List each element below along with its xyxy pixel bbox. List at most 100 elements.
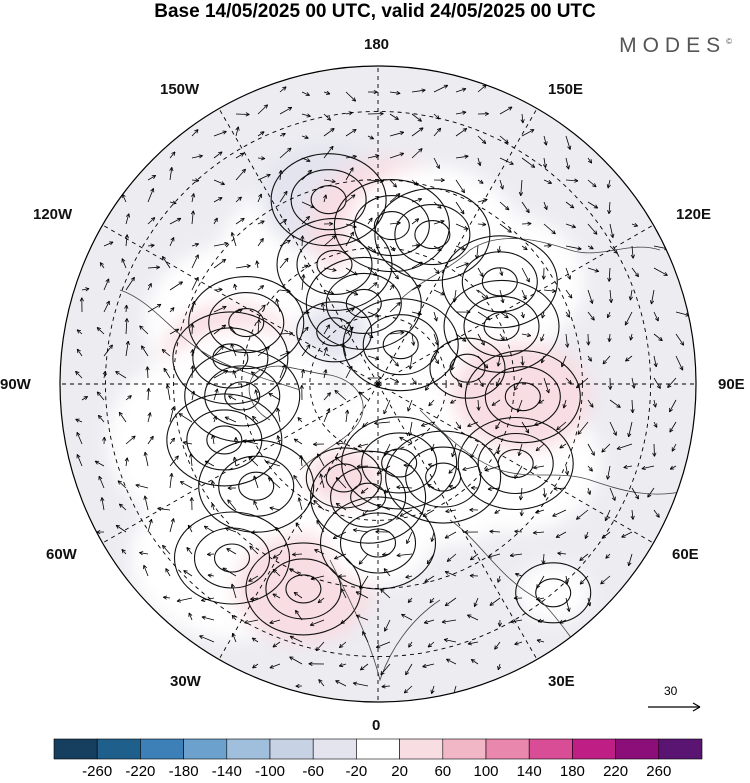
wind-arrow (401, 613, 413, 621)
wind-arrow (462, 465, 479, 471)
wind-arrow (406, 531, 413, 544)
wind-arrow (443, 638, 457, 643)
coastline (248, 365, 364, 471)
wind-arrow (295, 522, 303, 533)
wind-arrow (520, 311, 525, 319)
wind-arrow (76, 431, 83, 445)
anomaly-contour (441, 235, 558, 329)
anomaly-contour (461, 251, 538, 313)
wind-arrow (102, 370, 107, 379)
wind-arrow (451, 443, 457, 458)
wind-arrow (190, 323, 195, 335)
wind-arrow (147, 518, 153, 533)
wind-arrow (367, 135, 374, 140)
wind-arrow (335, 680, 347, 687)
wind-arrow (607, 267, 612, 282)
wind-arrow (565, 597, 571, 612)
colorbar-tick-label: 260 (646, 763, 672, 780)
wind-arrow (470, 443, 479, 459)
wind-arrow (542, 157, 548, 169)
anomaly-contour (188, 276, 305, 370)
wind-arrow (301, 344, 311, 357)
wind-arrow (445, 509, 457, 514)
wind-arrow (345, 223, 357, 229)
lon-label-150e: 150E (548, 81, 584, 98)
wind-arrow (521, 267, 530, 283)
wind-arrow (556, 421, 567, 431)
wind-arrow (191, 129, 199, 137)
wind-arrow (575, 377, 589, 389)
wind-arrow (474, 245, 480, 259)
wind-arrow (235, 308, 243, 313)
wind-arrow (169, 437, 175, 445)
wind-arrow (169, 200, 177, 205)
wind-arrow (157, 506, 171, 511)
lon-label-90e: 90E (718, 376, 745, 393)
wind-arrow (499, 289, 505, 304)
wind-arrow (564, 575, 569, 585)
anomaly-contour (504, 382, 541, 412)
wind-arrow (383, 487, 391, 494)
colorbar-tick-label: -220 (125, 763, 156, 780)
wind-arrow (433, 245, 442, 252)
wind-arrow (257, 346, 270, 357)
wind-arrow (374, 421, 391, 426)
wind-arrow (235, 264, 251, 269)
wind-arrow (213, 415, 218, 423)
lon-label-120e: 120E (676, 206, 712, 223)
wind-arrow (169, 473, 174, 489)
wind-arrow (235, 152, 245, 159)
wind-arrow (455, 377, 463, 388)
wind-arrow (380, 588, 391, 599)
lon-label-150w: 150W (160, 81, 200, 98)
wind-arrow (316, 520, 325, 533)
wind-arrow (652, 443, 657, 457)
wind-arrow (147, 175, 157, 181)
wind-arrow (383, 568, 391, 577)
wind-arrow (469, 507, 479, 512)
coastlines (119, 238, 691, 682)
wind-arrow (323, 90, 331, 95)
wind-arrow (446, 553, 457, 562)
anomaly-contour (238, 471, 275, 501)
anomaly-contour (484, 366, 561, 428)
wind-arrow (94, 460, 105, 467)
wind-arrow (428, 399, 435, 407)
wind-arrow (616, 443, 633, 450)
wind-arrow (411, 127, 424, 137)
wind-arrow (433, 333, 439, 346)
wind-arrow (433, 178, 445, 183)
wind-arrow (469, 573, 479, 578)
wind-arrow (323, 128, 335, 137)
wind-arrow (143, 451, 149, 467)
wind-arrow (510, 619, 523, 624)
wind-arrow (389, 245, 396, 252)
wind-arrow (536, 638, 545, 643)
wind-arrow (608, 289, 614, 303)
wind-arrow (301, 91, 310, 96)
anomaly-contour (374, 188, 491, 282)
wind-arrow (499, 333, 505, 341)
wind-arrow (517, 443, 523, 457)
wind-arrow (375, 641, 391, 649)
wind-arrow (335, 502, 347, 511)
wind-arrow (521, 289, 527, 300)
wind-arrow (536, 596, 545, 601)
wind-arrow (477, 267, 484, 278)
wind-arrow (565, 223, 576, 229)
wind-arrow (579, 575, 589, 585)
wind-arrow (352, 681, 369, 687)
anomaly-contour (316, 249, 353, 280)
wind-arrow (499, 311, 509, 319)
wind-arrow (541, 553, 546, 565)
wind-arrow (147, 265, 160, 270)
colorbar-tick-label: -20 (345, 763, 368, 780)
anomaly-contour (290, 169, 367, 231)
brand-text: MODES (619, 34, 727, 57)
wind-arrow (389, 301, 401, 313)
wind-arrow (631, 222, 639, 227)
wind-arrow (518, 487, 524, 501)
wind-arrow (671, 443, 677, 452)
wind-arrow (535, 443, 545, 452)
coastline (399, 238, 661, 301)
